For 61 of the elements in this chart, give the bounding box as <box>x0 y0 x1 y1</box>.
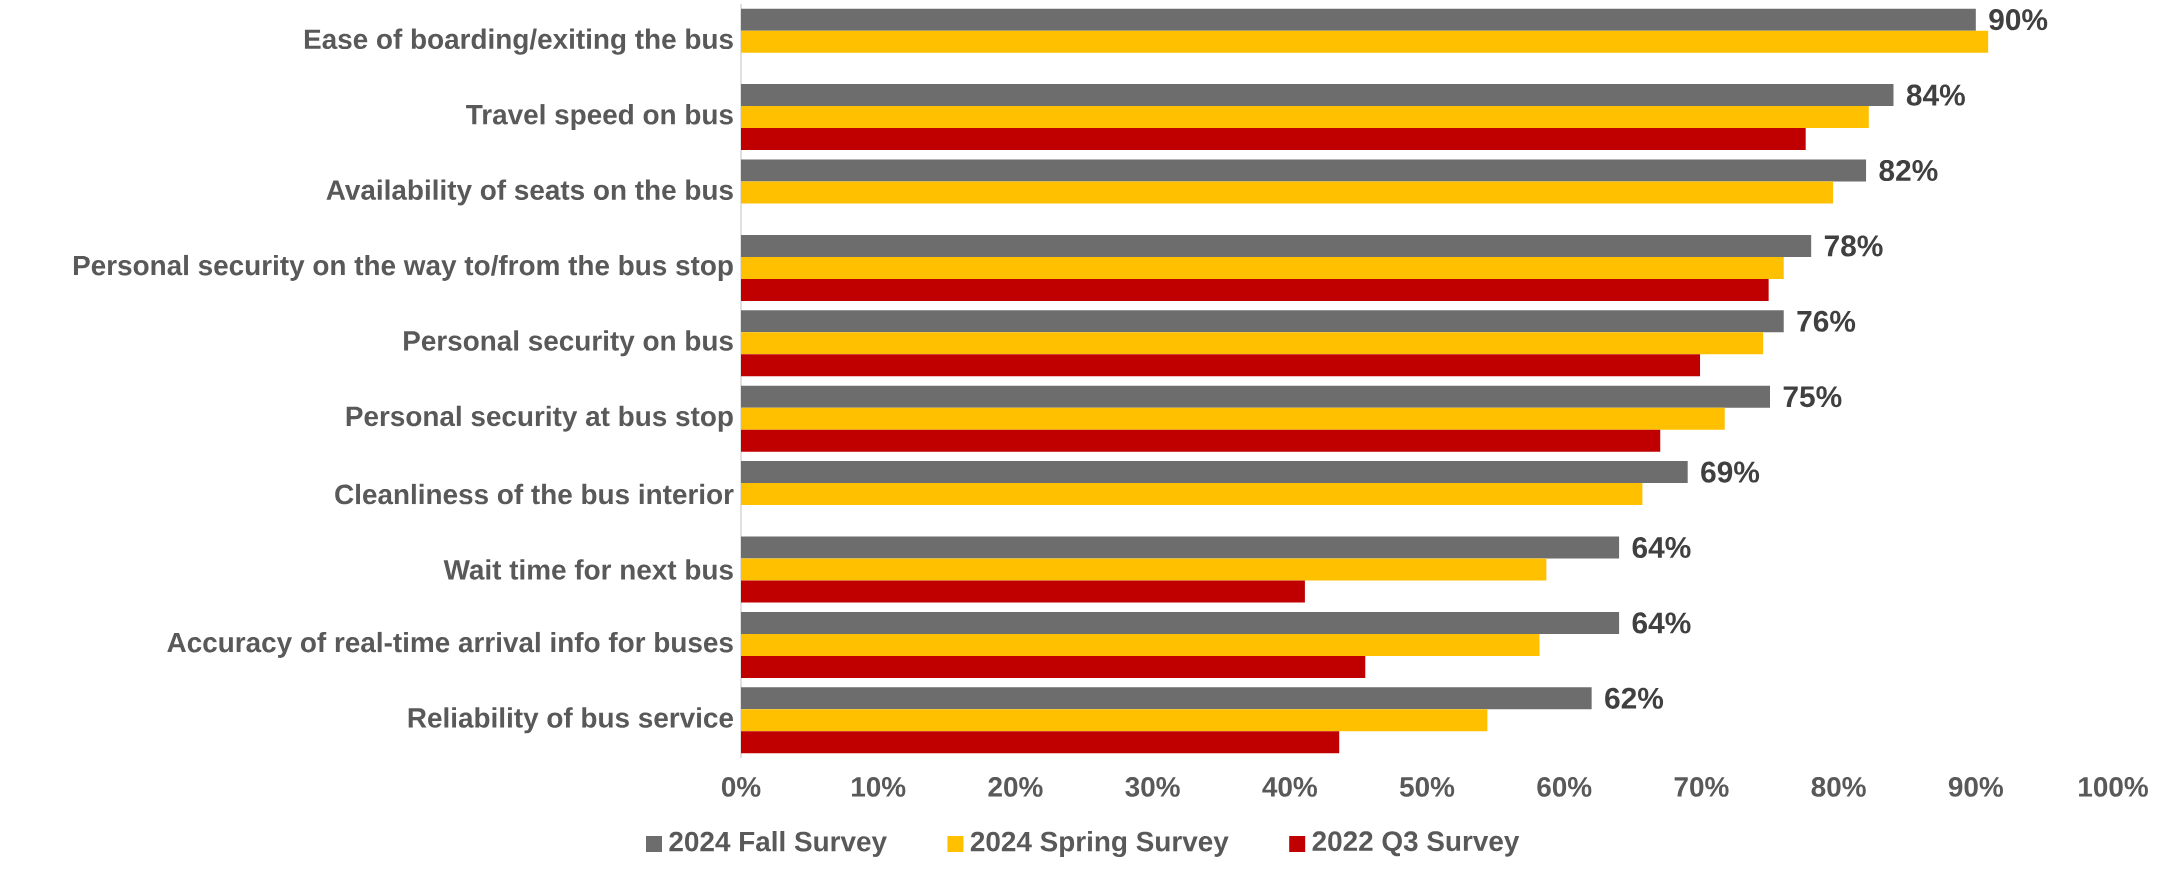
y-tick-label: Personal security at bus stop <box>346 405 733 432</box>
legend-label: 2024 Fall Survey <box>669 830 887 857</box>
bar <box>741 106 1869 129</box>
x-tick-label: 30% <box>1125 777 1180 797</box>
x-tick-label: 10% <box>852 777 906 797</box>
bar <box>741 30 1989 53</box>
data-label: 78% <box>1824 235 1883 257</box>
data-label: 69% <box>1701 461 1760 483</box>
bar <box>741 181 1834 204</box>
bar <box>741 536 1620 559</box>
bar <box>741 633 1540 656</box>
bar <box>741 687 1592 710</box>
y-tick-label: Reliability of bus service <box>408 707 733 734</box>
bar <box>741 407 1725 430</box>
bar <box>741 256 1784 279</box>
x-tick-label: 50% <box>1399 777 1455 797</box>
x-tick-label: 0% <box>721 777 761 797</box>
bar <box>741 159 1867 182</box>
bar <box>741 278 1769 301</box>
data-label: 76% <box>1797 310 1856 332</box>
x-tick-label: 70% <box>1674 777 1729 797</box>
data-label: 82% <box>1879 159 1938 182</box>
bar <box>741 611 1620 634</box>
x-tick-label: 80% <box>1811 777 1866 797</box>
y-tick-label: Accuracy of real-time arrival info for buses <box>167 631 733 658</box>
legend-label: 2024 Spring Survey <box>970 830 1229 858</box>
y-tick-label: Travel speed on bus <box>466 104 733 131</box>
y-tick-label: Wait time for next bus <box>443 559 733 580</box>
bar <box>741 731 1340 754</box>
y-tick-label: Availability of seats on the bus <box>326 179 733 206</box>
data-label: 75% <box>1783 386 1842 408</box>
bar <box>741 354 1701 377</box>
data-label: 84% <box>1906 84 1965 106</box>
y-tick-label: Personal security on the way to/from the bus stop <box>73 254 733 281</box>
data-label: 90% <box>1989 9 2048 31</box>
bar <box>741 709 1488 732</box>
x-tick-label: 20% <box>988 777 1043 797</box>
legend-label: 2022 Q3 Survey <box>1312 831 1520 857</box>
data-label: 64% <box>1632 536 1691 559</box>
bar <box>741 461 1688 484</box>
data-label: 64% <box>1632 612 1691 634</box>
bar <box>741 84 1894 107</box>
bar <box>741 429 1661 452</box>
bar <box>741 128 1806 151</box>
y-tick-label: Personal security on bus <box>404 330 733 357</box>
x-tick-label: 40% <box>1262 777 1317 797</box>
bar <box>741 558 1547 581</box>
data-label: 62% <box>1605 687 1664 709</box>
x-tick-label: 100% <box>2079 777 2148 797</box>
bar <box>741 310 1784 333</box>
y-tick-label: Ease of boarding/exiting the bus <box>304 28 733 55</box>
bar <box>741 332 1764 355</box>
bar <box>741 385 1771 408</box>
x-tick-label: 60% <box>1537 777 1592 797</box>
bar <box>741 234 1812 257</box>
x-tick-label: 90% <box>1948 777 2003 797</box>
bar <box>741 580 1305 603</box>
bar <box>741 8 1976 31</box>
bar <box>741 483 1643 506</box>
bar <box>741 655 1366 678</box>
y-tick-label: Cleanliness of the bus interior <box>335 483 734 505</box>
